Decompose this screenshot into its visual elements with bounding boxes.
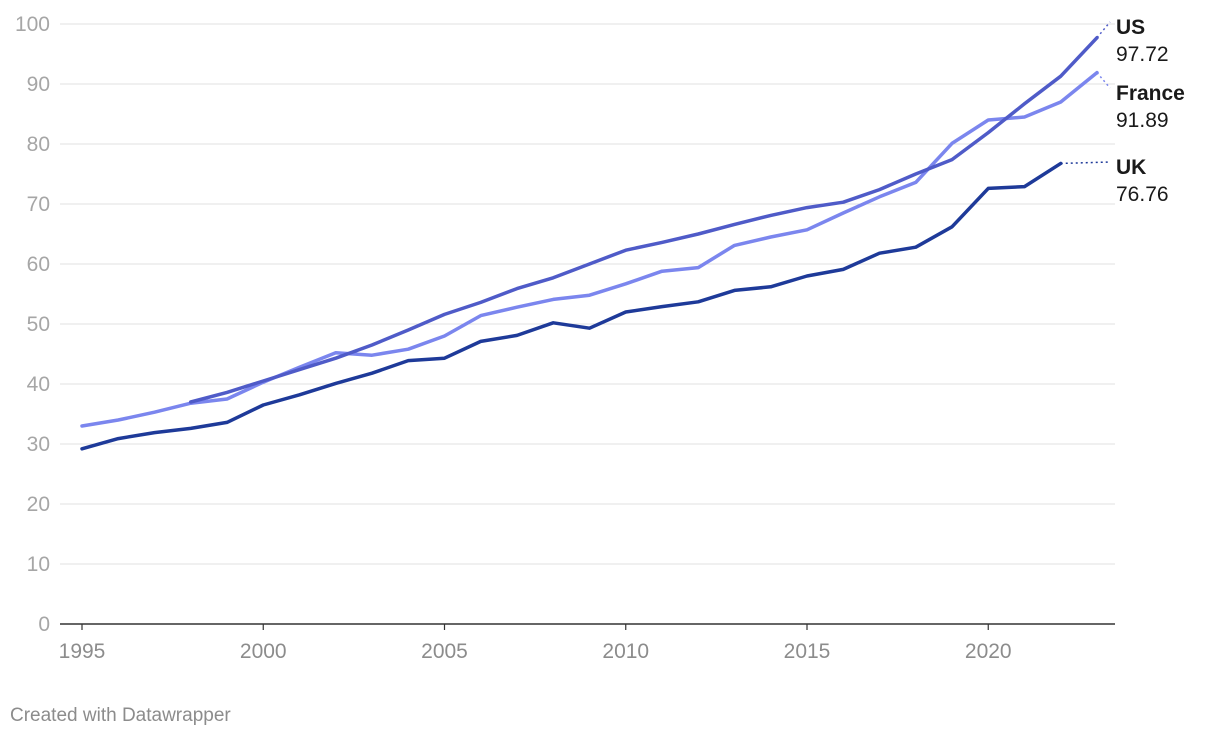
series-labels: France 91.89 US 97.72 UK 76.76 xyxy=(1060,16,1185,206)
series-lines xyxy=(80,35,1099,451)
series-line-uk xyxy=(80,161,1063,451)
y-tick-label: 40 xyxy=(27,373,50,396)
gridlines xyxy=(60,23,1115,625)
y-tick-label: 60 xyxy=(27,253,50,276)
series-name-uk: UK xyxy=(1116,156,1146,179)
y-tick-label: 90 xyxy=(27,73,50,96)
y-tick-label: 20 xyxy=(27,493,50,516)
series-line-france xyxy=(80,70,1099,428)
y-tick-label: 0 xyxy=(38,613,50,636)
y-tick-label: 30 xyxy=(27,433,50,456)
x-tick-label: 2015 xyxy=(784,640,831,663)
label-connector-us xyxy=(1096,21,1111,39)
series-value-us: 97.72 xyxy=(1116,43,1169,66)
y-tick-label: 50 xyxy=(27,313,50,336)
x-tick-label: 1995 xyxy=(59,640,106,663)
x-tick-label: 2010 xyxy=(602,640,649,663)
label-connector-uk xyxy=(1060,161,1111,165)
x-tick-label: 2020 xyxy=(965,640,1012,663)
y-tick-label: 70 xyxy=(27,193,50,216)
x-tick-label: 2000 xyxy=(240,640,287,663)
series-line-us xyxy=(189,35,1099,404)
y-tick-label: 100 xyxy=(15,13,50,36)
x-axis-ticks: 1995 2000 2005 2010 2015 2020 xyxy=(59,624,1012,663)
series-value-uk: 76.76 xyxy=(1116,183,1169,206)
label-connector-france xyxy=(1096,72,1111,89)
series-name-us: US xyxy=(1116,16,1145,39)
y-axis-ticks: 0 10 20 30 40 50 60 70 80 90 100 xyxy=(15,13,50,636)
credit-text: Created with Datawrapper xyxy=(10,705,231,726)
y-tick-label: 10 xyxy=(27,553,50,576)
y-tick-label: 80 xyxy=(27,133,50,156)
x-tick-label: 2005 xyxy=(421,640,468,663)
series-value-france: 91.89 xyxy=(1116,109,1169,132)
series-name-france: France xyxy=(1116,82,1185,105)
